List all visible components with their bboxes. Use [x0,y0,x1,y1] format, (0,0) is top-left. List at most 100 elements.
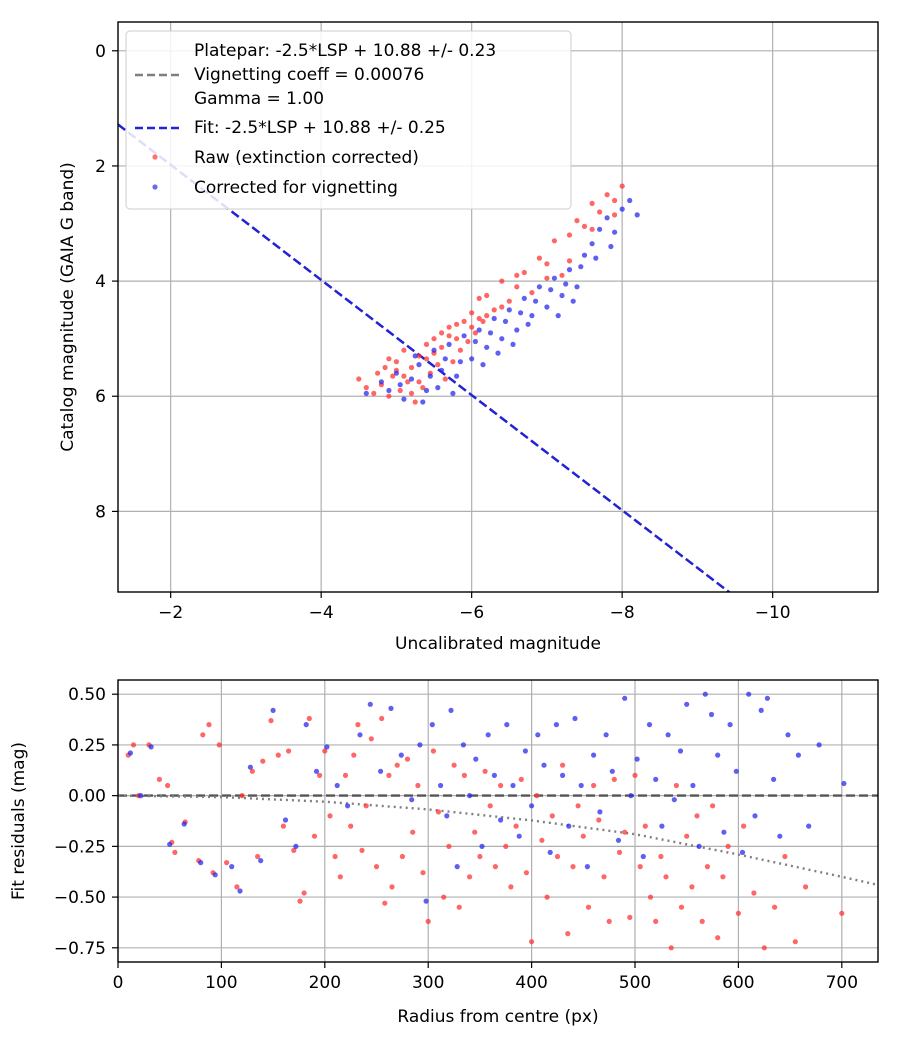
corrected-point [551,275,558,281]
raw-point [393,359,399,365]
raw-point [508,884,514,890]
raw-point [410,829,416,835]
corrected-point [401,396,407,402]
x-tick-label: 700 [826,973,858,993]
corrected-point [615,837,622,843]
raw-point [415,782,421,789]
y-tick-label: 0.25 [68,736,106,756]
raw-point [551,238,558,244]
legend-vignetting-coeff: Vignetting coeff = 0.00076 [194,65,424,85]
corrected-point [378,768,384,774]
raw-point [457,347,463,353]
raw-point [356,376,362,382]
corrected-point [516,833,522,839]
raw-point [224,860,230,866]
corrected-point [480,362,486,368]
corrected-point [438,782,444,789]
raw-point [379,715,385,722]
raw-point [704,864,711,870]
corrected-point [282,817,289,823]
corrected-point [559,292,565,299]
corrected-point [715,752,721,758]
corrected-point [690,782,696,789]
raw-point [389,884,395,890]
raw-point [751,890,757,896]
corrected-point [841,780,847,787]
legend-raw-marker [152,154,158,160]
x-tick-label: 600 [722,973,754,993]
corrected-point [529,803,535,809]
raw-point [260,758,266,764]
raw-point [499,278,505,284]
corrected-point [237,888,243,894]
raw-point [514,272,520,278]
fit-line [118,123,731,592]
raw-point [534,793,540,799]
corrected-point [702,691,708,697]
corrected-point [560,772,566,779]
corrected-point [484,344,490,350]
raw-point [249,768,255,774]
raw-point [720,874,726,880]
corrected-point [479,843,485,850]
raw-point [423,356,430,362]
raw-point [591,782,597,789]
corrected-point [345,803,351,809]
corrected-point [619,206,625,212]
corrected-point [450,390,456,396]
raw-point [601,874,607,880]
raw-point [399,853,405,860]
raw-point [332,853,338,860]
raw-point [435,362,441,368]
y-tick-label: 4 [95,272,106,292]
raw-point [549,813,555,819]
y-tick-label: −0.75 [54,939,106,959]
raw-point [469,324,475,330]
corrected-point [597,226,603,232]
corrected-point [604,215,610,221]
raw-point [491,307,497,313]
corrected-point [398,752,404,758]
raw-point [484,292,490,299]
corrected-point [417,742,423,748]
top-fit-lines [118,123,731,592]
raw-point [694,813,700,819]
corrected-point [578,264,584,270]
corrected-point [752,813,758,819]
corrected-point [127,750,133,756]
bottom-tick-labels: 0 100 200 300 400 500 600 700 0.50 0.25 0.00 −0.25 −… [54,685,858,993]
raw-point [130,742,137,748]
corrected-point [427,373,433,379]
corrected-point [148,744,154,750]
legend-corrected-marker [152,184,158,190]
corrected-point [584,864,591,870]
raw-point [467,874,473,880]
corrected-point [416,362,422,368]
corrected-point [525,321,531,327]
raw-point [386,772,392,779]
corrected-point [429,722,435,728]
corrected-point [721,829,727,835]
corrected-point [806,823,812,829]
raw-point [234,884,240,890]
raw-point [678,904,685,910]
raw-point [585,904,592,910]
raw-point [363,385,369,391]
raw-point [653,918,659,925]
raw-point [612,197,618,204]
raw-point [216,742,222,748]
raw-point [408,390,415,396]
corrected-point [708,711,715,718]
corrected-point [423,387,430,394]
corrected-point [677,748,684,754]
raw-point [446,324,452,330]
corrected-point [541,762,547,768]
x-tick-label: 400 [515,973,547,993]
raw-point [441,894,447,900]
raw-point [454,321,460,327]
corrected-point [457,359,463,365]
raw-point [581,223,588,229]
corrected-point [485,732,491,738]
raw-point [619,183,625,189]
